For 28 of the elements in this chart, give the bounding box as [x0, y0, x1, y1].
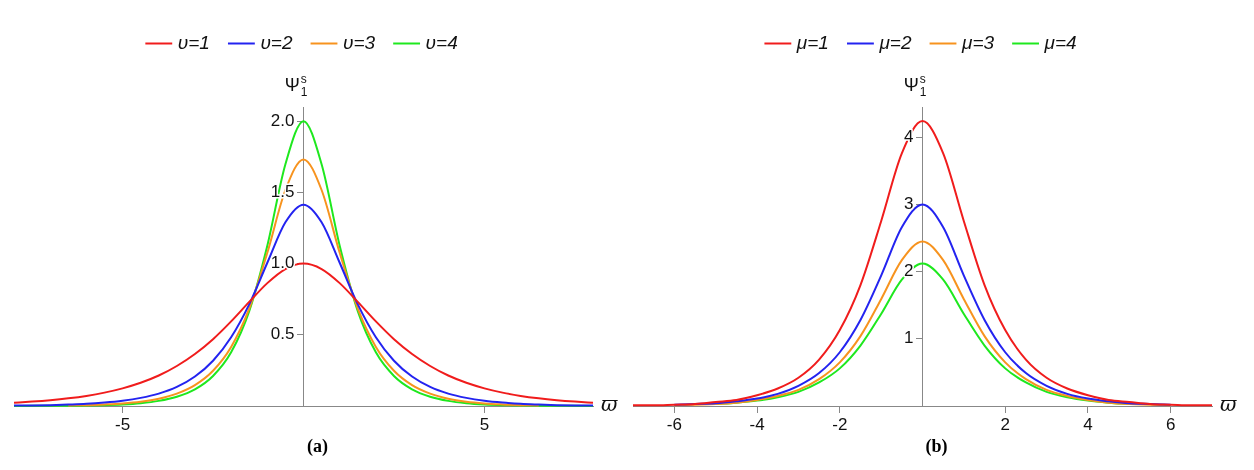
- text: (b): [925, 436, 948, 457]
- x-tick-label: -6: [666, 414, 682, 434]
- x-axis-title: ϖ: [601, 392, 618, 417]
- x-tick-label: -2: [832, 414, 848, 434]
- y-tick-label: 0.5: [270, 324, 295, 344]
- x-axis-title: ϖ: [1220, 392, 1237, 417]
- line-series: [67, 158, 540, 407]
- x-tick-label: 6: [1165, 414, 1176, 434]
- legend-label: μ=2: [878, 31, 912, 53]
- y-tick-label: 2.0: [270, 110, 295, 130]
- legend-label: μ=3: [961, 31, 995, 53]
- legend-label: μ=1: [795, 31, 829, 53]
- legend-label: υ=2: [260, 31, 293, 53]
- legend-label: υ=1: [177, 31, 210, 53]
- x-tick-label: 5: [479, 414, 490, 434]
- legend-label: υ=3: [343, 31, 376, 53]
- y-tick-label: 1: [904, 328, 914, 348]
- text: (a): [307, 436, 328, 457]
- line-series: [632, 120, 1213, 407]
- line-series: [13, 203, 594, 407]
- y-tick-label: 1.0: [270, 253, 295, 273]
- x-tick-label: 4: [1083, 414, 1093, 434]
- x-tick-label: 2: [1000, 414, 1010, 434]
- x-tick-label: -4: [749, 414, 765, 434]
- y-tick-label: 3: [904, 194, 914, 214]
- x-tick-label: -5: [115, 414, 131, 434]
- legend-label: μ=4: [1043, 31, 1077, 53]
- legend-label: υ=4: [425, 31, 458, 53]
